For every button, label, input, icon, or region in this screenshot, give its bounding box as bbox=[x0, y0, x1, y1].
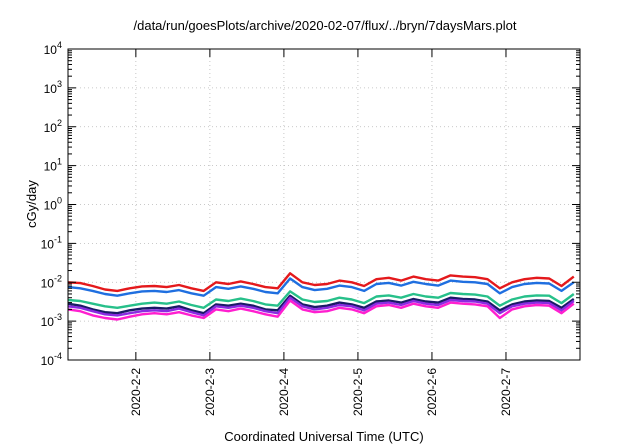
x-tick-label: 2020-2-5 bbox=[351, 368, 365, 416]
y-axis-label: cGy/day bbox=[24, 180, 39, 228]
x-tick-label: 2020-2-3 bbox=[203, 368, 217, 416]
y-tick-label: 10-2 bbox=[41, 273, 62, 290]
chart-title: /data/run/goesPlots/archive/2020-02-07/f… bbox=[134, 18, 517, 33]
y-tick-label: 102 bbox=[44, 118, 62, 135]
series-line-6 bbox=[67, 299, 575, 321]
y-tick-label: 10-1 bbox=[41, 234, 62, 251]
y-tick-label: 10-4 bbox=[41, 351, 62, 368]
y-tick-label: 10-3 bbox=[41, 312, 62, 329]
y-tick-label: 100 bbox=[44, 196, 62, 213]
x-tick-label: 2020-2-4 bbox=[277, 368, 291, 416]
y-tick-label: 103 bbox=[44, 79, 62, 96]
x-tick-label: 2020-2-6 bbox=[425, 368, 439, 416]
axis-ticks: 104 103 102 101 100 10-1 10-2 10-3 10-4 2020-2-2 2… bbox=[41, 40, 580, 416]
series-lines bbox=[67, 272, 575, 321]
series-line-2 bbox=[67, 277, 575, 297]
series-line-5 bbox=[67, 296, 575, 317]
y-tick-label: 104 bbox=[44, 40, 62, 57]
series-line-1 bbox=[67, 272, 575, 293]
y-tick-label: 101 bbox=[44, 157, 62, 174]
x-axis-label: Coordinated Universal Time (UTC) bbox=[224, 429, 423, 444]
series-line-4 bbox=[67, 294, 575, 315]
x-tick-label: 2020-2-2 bbox=[129, 368, 143, 416]
x-tick-label: 2020-2-7 bbox=[499, 368, 513, 416]
series-line-3 bbox=[67, 290, 575, 309]
